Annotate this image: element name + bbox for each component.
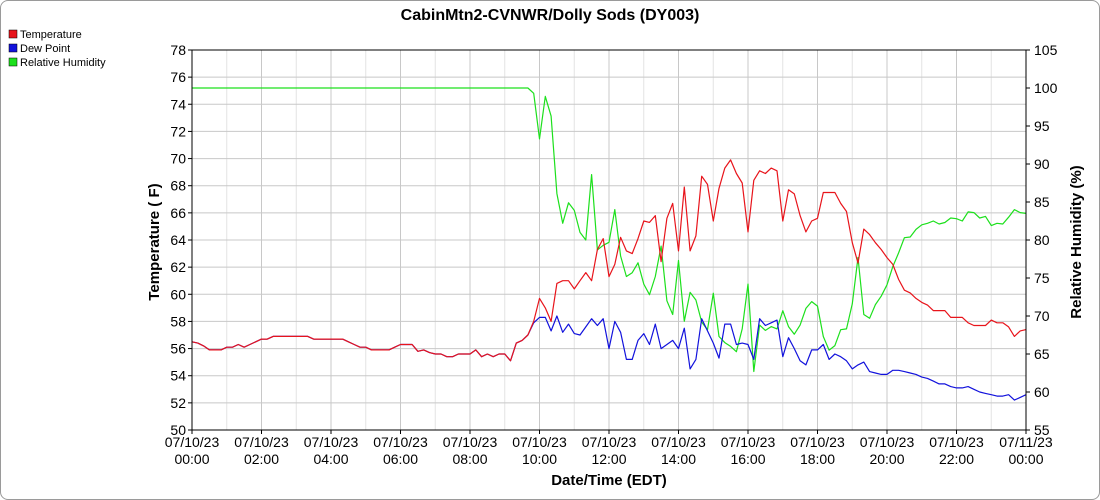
x-tick-label-time: 16:00 [730,451,765,467]
y-right-tick-label: 75 [1034,270,1050,286]
x-tick-label-time: 18:00 [800,451,835,467]
x-tick-label-date: 07/10/23 [373,434,428,450]
y-left-tick-label: 66 [170,205,186,221]
chart-title: CabinMtn2-CVNWR/Dolly Sods (DY003) [401,7,700,24]
y-axis-right-label: Relative Humidity (%) [1068,165,1085,318]
y-left-tick-label: 72 [170,123,186,139]
x-axis-label: Date/Time (EDT) [551,472,667,489]
y-left-tick-label: 60 [170,286,186,302]
y-left-tick-label: 74 [170,96,186,112]
x-tick-label-date: 07/10/23 [929,434,984,450]
legend-swatch-dew-point [8,43,18,53]
x-tick-label-date: 07/10/23 [234,434,289,450]
series-line-relative-humidity [192,87,1027,373]
y-left-tick-label: 54 [170,368,186,384]
legend-label-temperature: Temperature [20,29,82,41]
x-tick-label-time: 12:00 [591,451,626,467]
y-left-tick-label: 50 [170,422,186,438]
y-right-tick-label: 90 [1034,156,1050,172]
x-tick-label-date: 07/10/23 [443,434,498,450]
y-right-tick-label: 85 [1034,194,1050,210]
x-tick-label-time: 02:00 [244,451,279,467]
y-right-tick-label: 55 [1034,422,1050,438]
legend-label-dew-point: Dew Point [20,43,70,55]
y-right-tick-label: 60 [1034,384,1050,400]
x-tick-label-date: 07/10/23 [790,434,845,450]
y-right-tick-label: 70 [1034,308,1050,324]
x-tick-label-date: 07/10/23 [165,434,220,450]
x-tick-label-date: 07/10/23 [860,434,915,450]
y-left-tick-label: 64 [170,232,186,248]
x-tick-label-time: 04:00 [313,451,348,467]
y-right-tick-label: 80 [1034,232,1050,248]
x-tick-label-date: 07/10/23 [582,434,637,450]
series-lines [191,87,1027,401]
y-left-tick-label: 78 [170,42,186,58]
y-left-tick-label: 68 [170,178,186,194]
x-tick-label-time: 10:00 [522,451,557,467]
x-tick-label-time: 00:00 [174,451,209,467]
x-tick-label-date: 07/10/23 [721,434,776,450]
legend: Temperature Dew Point Relative Humidity [8,29,106,69]
axis-ticks: 07/10/2300:0007/10/2302:0007/10/2304:000… [165,42,1058,467]
y-left-tick-label: 52 [170,395,186,411]
x-tick-label-time: 08:00 [452,451,487,467]
y-left-tick-label: 62 [170,259,186,275]
y-left-tick-label: 76 [170,69,186,85]
x-tick-label-date: 07/10/23 [651,434,706,450]
x-tick-label-time: 06:00 [383,451,418,467]
x-tick-label-date: 07/10/23 [512,434,567,450]
y-right-tick-label: 95 [1034,118,1050,134]
y-left-tick-label: 58 [170,313,186,329]
y-left-tick-label: 70 [170,151,186,167]
y-right-tick-label: 105 [1034,42,1058,58]
x-tick-label-date: 07/11/23 [999,434,1053,450]
y-axis-left-label: Temperature ( F) [146,183,163,300]
series-line-temperature [191,159,1027,362]
y-left-tick-label: 56 [170,341,186,357]
legend-swatch-temperature [8,29,18,39]
y-right-tick-label: 100 [1034,80,1058,96]
legend-label-relative-humidity: Relative Humidity [20,57,106,69]
x-tick-label-time: 20:00 [869,451,904,467]
x-tick-label-time: 22:00 [939,451,974,467]
legend-swatch-relative-humidity [8,57,18,67]
grid-lines [192,50,1026,430]
x-tick-label-date: 07/10/23 [304,434,359,450]
x-tick-label-time: 00:00 [1008,451,1043,467]
x-tick-label-time: 14:00 [661,451,696,467]
y-right-tick-label: 65 [1034,346,1050,362]
